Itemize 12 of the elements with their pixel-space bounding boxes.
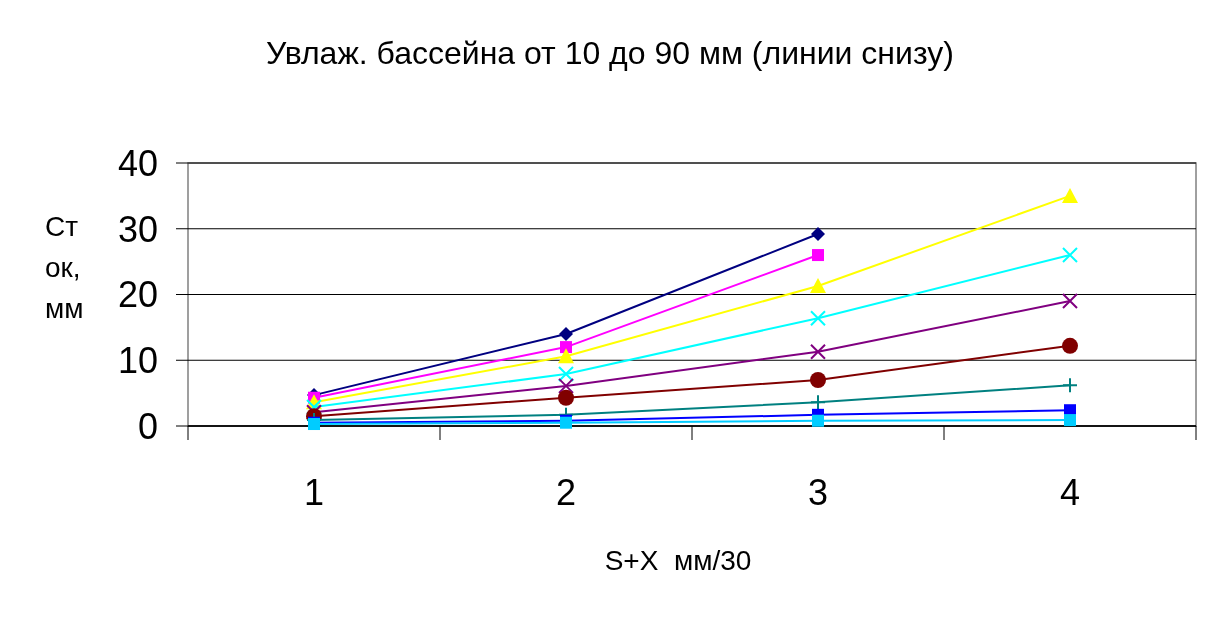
x-axis-title: S+X мм/30: [604, 545, 752, 576]
y-axis-title: Сток, мм: [45, 211, 84, 324]
y-tick-label: 40: [117, 142, 158, 184]
y-tick-label: 30: [117, 208, 158, 250]
x-tick-label: 2: [555, 472, 577, 513]
x-tick-label: 1: [303, 472, 325, 513]
chart-title: Увлаж. бассейна от 10 до 90 мм (линии снизу): [266, 35, 954, 71]
x-tick-label: 4: [1059, 472, 1081, 513]
y-tick-label: 20: [117, 274, 158, 316]
x-tick-label: 3: [807, 472, 829, 513]
y-tick-label: 10: [117, 340, 158, 382]
y-tick-label: 0: [137, 405, 158, 447]
